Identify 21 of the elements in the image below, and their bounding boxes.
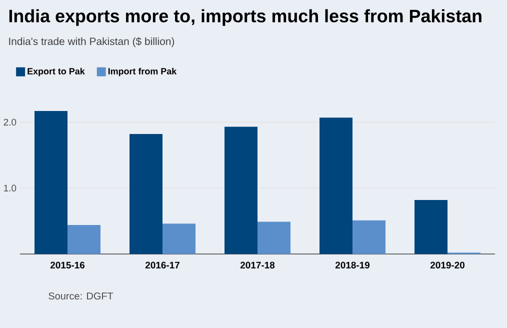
bar	[414, 200, 448, 254]
y-tick-label: 2.0	[4, 118, 16, 126]
chart-subtitle: India's trade with Pakistan ($ billion)	[9, 37, 174, 48]
bar	[34, 110, 68, 254]
chart-title: India exports more to, imports much less from Pakistan	[9, 9, 482, 26]
bar	[224, 126, 258, 254]
x-tick-label: 2019-20	[430, 262, 464, 268]
bar	[68, 225, 101, 254]
x-tick-label: 2015-16	[50, 262, 85, 268]
bar	[258, 222, 291, 254]
bar	[130, 134, 163, 254]
x-tick-label: 2018-19	[335, 262, 370, 268]
bar	[320, 118, 353, 254]
x-tick-label: 2016-17	[145, 262, 180, 268]
source-note: Source: DGFT	[48, 292, 114, 300]
legend-label: Import from Pak	[108, 68, 177, 76]
y-tick-label: 1.0	[4, 184, 16, 192]
bar	[352, 220, 386, 254]
bar	[162, 224, 196, 254]
x-tick-label: 2017-18	[240, 262, 275, 268]
legend-label: Export to Pak	[28, 68, 85, 76]
